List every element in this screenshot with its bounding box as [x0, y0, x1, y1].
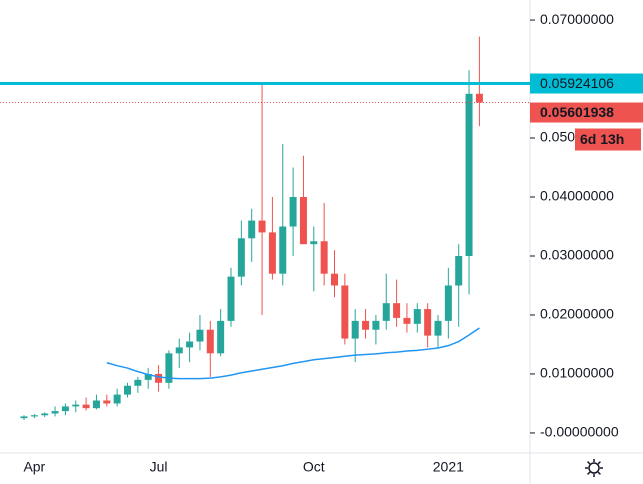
- x-tick-label: Apr: [23, 459, 45, 475]
- candle-body: [424, 309, 432, 336]
- candle-body: [51, 411, 59, 414]
- candle-body: [134, 379, 142, 386]
- last-price-box: [530, 102, 643, 123]
- candle-body: [403, 317, 411, 324]
- y-tick-label: 0.01000000: [540, 365, 614, 381]
- candle-body: [30, 415, 38, 417]
- candle-body: [61, 406, 69, 412]
- countdown-box: [575, 128, 641, 151]
- candle-body: [289, 197, 297, 227]
- candle-body: [331, 273, 338, 286]
- y-tick-label: -0.00000000: [540, 424, 619, 440]
- last-price-label: 0.05601938: [540, 104, 614, 120]
- candle-body: [155, 373, 163, 383]
- candle-body: [92, 400, 100, 409]
- x-tick-label: Oct: [303, 459, 325, 475]
- candle-body: [475, 93, 483, 103]
- candle-body: [175, 347, 183, 354]
- candle-body: [196, 329, 204, 342]
- candle-body: [268, 232, 276, 274]
- y-tick-label: 0.02000000: [540, 306, 614, 322]
- candle-body: [124, 385, 131, 395]
- y-tick-label: 0.03000000: [540, 247, 614, 263]
- price-label-box: [530, 73, 643, 94]
- settings-icon[interactable]: [585, 459, 603, 477]
- candle-body: [248, 220, 256, 239]
- candle-body: [144, 373, 152, 380]
- candle-body: [72, 404, 80, 407]
- candle-body: [382, 303, 390, 321]
- candle-body: [434, 320, 442, 336]
- candle-body: [227, 276, 235, 321]
- candle-body: [186, 341, 194, 348]
- candle-body: [465, 93, 473, 256]
- x-tick-label: Jul: [150, 459, 168, 475]
- candle-body: [113, 394, 121, 404]
- countdown: 6d 13h: [580, 131, 624, 147]
- candle-body: [206, 329, 214, 354]
- candle-body: [413, 309, 421, 324]
- candle-body: [279, 226, 287, 274]
- candle-body: [351, 320, 359, 339]
- candle-body: [393, 303, 401, 318]
- candle-body: [237, 238, 245, 277]
- candle-body: [103, 400, 111, 404]
- candle-body: [41, 413, 49, 416]
- candle-body: [217, 320, 225, 354]
- candle-body: [165, 353, 173, 383]
- candle-body: [310, 241, 318, 245]
- candle-body: [82, 404, 90, 409]
- candle-body: [362, 320, 370, 330]
- candle-body: [444, 285, 452, 321]
- candle-body: [455, 255, 463, 286]
- candle-body: [341, 285, 349, 339]
- candle-body: [372, 320, 380, 330]
- candle-body: [320, 241, 328, 274]
- x-tick-label: 2021: [433, 459, 464, 475]
- candle-body: [258, 220, 266, 233]
- y-tick-label: 0.04000000: [540, 188, 614, 204]
- y-tick-label: 0.07000000: [540, 11, 614, 27]
- candle-body: [299, 197, 307, 245]
- moving-average: [106, 327, 480, 380]
- price-label: 0.05924106: [540, 75, 614, 91]
- candle-body: [20, 416, 28, 419]
